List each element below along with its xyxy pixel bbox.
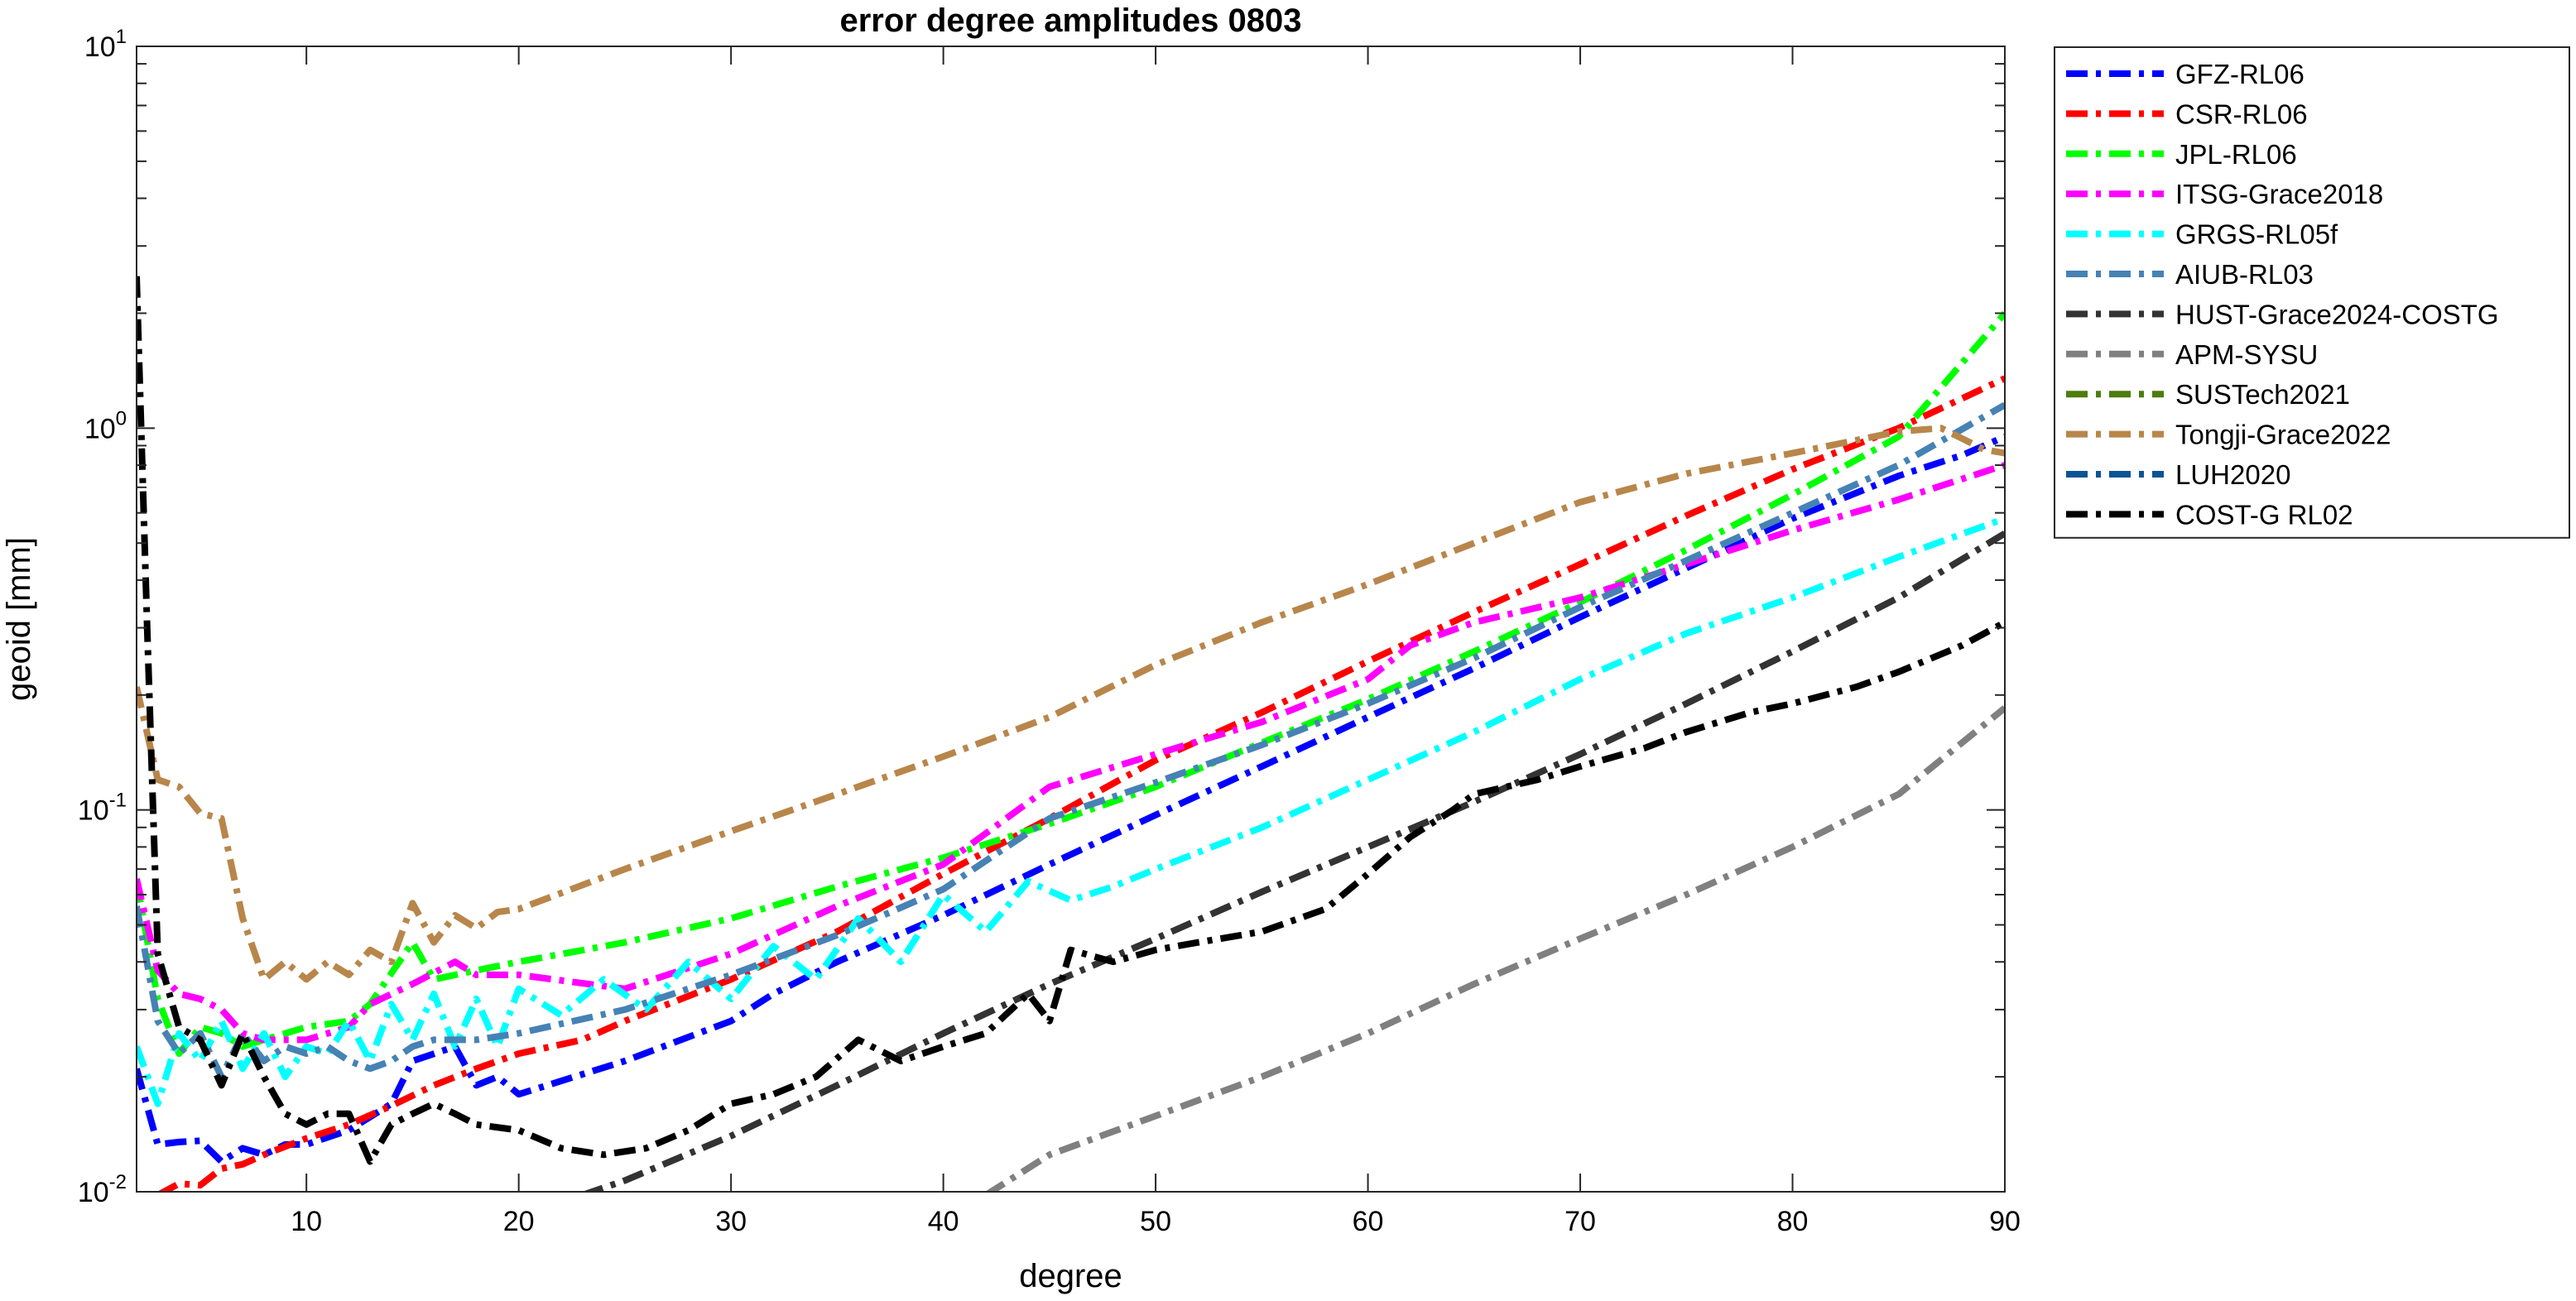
legend-entry: GFZ-RL06	[2175, 59, 2304, 89]
series-line-cost-g-rl02	[137, 276, 2005, 1165]
legend-entry: GRGS-RL05f	[2175, 219, 2338, 250]
legend-entry: AIUB-RL03	[2175, 259, 2314, 290]
x-tick-label: 60	[1353, 1206, 1384, 1237]
axes-box	[136, 46, 2006, 1193]
legend-entry: JPL-RL06	[2175, 139, 2297, 170]
legend-entry: LUH2020	[2175, 459, 2290, 490]
legend-entry: ITSG-Grace2018	[2175, 179, 2383, 209]
series-line-grgs-rl05f	[137, 515, 2005, 1107]
series-line-tongji-grace2022	[137, 425, 2005, 983]
legend-box	[2054, 46, 2570, 539]
series-line-hust-grace2024-costg	[581, 530, 2005, 1192]
plot-area	[137, 46, 2005, 1192]
legend-entry: APM-SYSU	[2175, 339, 2318, 370]
legend-entry: HUST-Grace2024-COSTG	[2175, 299, 2499, 329]
x-axis-label: degree	[1019, 1258, 1122, 1294]
series-line-aiub-rl03	[137, 401, 2005, 1081]
series-line-csr-rl06	[156, 375, 2005, 1192]
x-tick-label: 90	[1989, 1206, 2021, 1237]
x-tick-label: 70	[1564, 1206, 1596, 1237]
x-tick-label: 20	[503, 1206, 535, 1237]
series-line-itsg-grace2018	[137, 462, 2005, 1044]
y-axis-label: geoid [mm]	[1, 537, 37, 701]
y-tick-label: 101	[84, 26, 127, 63]
legend-entry: Tongji-Grace2022	[2175, 420, 2391, 450]
y-tick-label: 100	[84, 407, 127, 444]
x-tick-label: 10	[291, 1206, 322, 1237]
y-tick-label: 10-1	[78, 790, 127, 827]
x-tick-label: 40	[928, 1206, 959, 1237]
legend-entry: COST-G RL02	[2175, 499, 2353, 530]
x-tick-label: 80	[1777, 1206, 1809, 1237]
series-line-apm-sysu	[984, 705, 2005, 1192]
chart-title: error degree amplitudes 0803	[839, 2, 1301, 39]
x-tick-label: 50	[1140, 1206, 1171, 1237]
series-line-gfz-rl06	[137, 433, 2005, 1165]
legend-entry: SUSTech2021	[2175, 379, 2350, 410]
y-tick-label: 10-2	[78, 1171, 127, 1208]
legend-entry: CSR-RL06	[2175, 98, 2308, 129]
x-tick-label: 30	[715, 1206, 747, 1237]
